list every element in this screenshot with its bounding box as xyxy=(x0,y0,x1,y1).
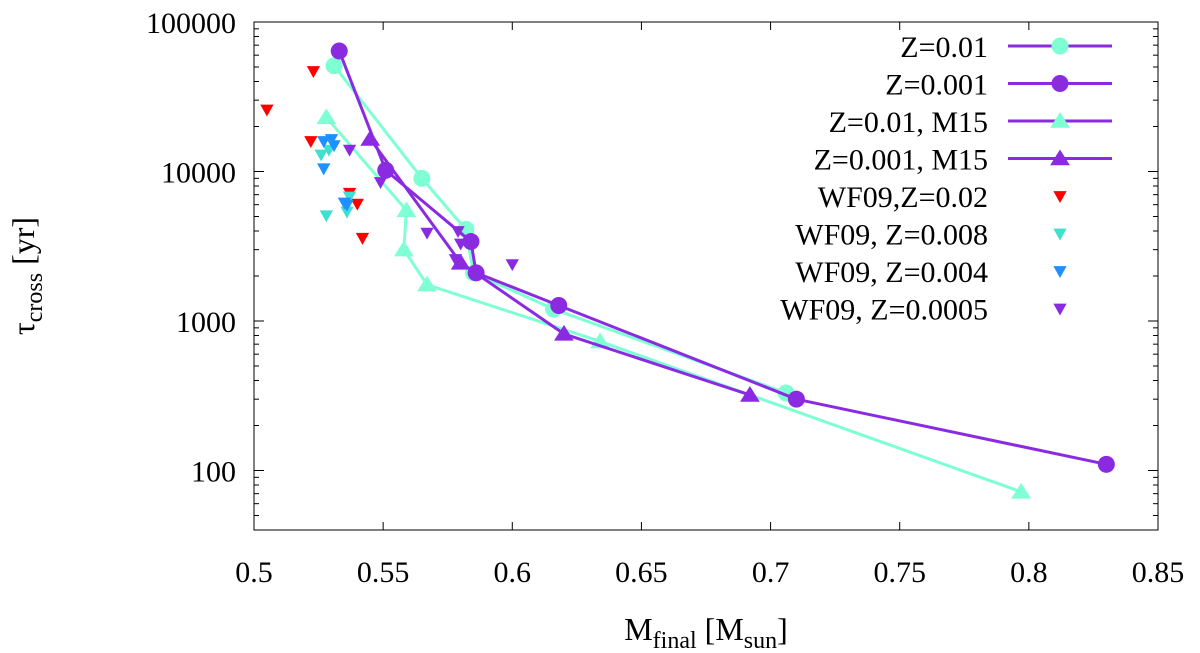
data-point xyxy=(450,253,471,270)
legend-marker xyxy=(1051,75,1069,92)
legend-entry: Z=0.01, M15 xyxy=(829,106,1112,139)
legend-label: Z=0.001, M15 xyxy=(814,144,988,177)
series-5 xyxy=(314,144,357,223)
legend-label: Z=0.001 xyxy=(885,69,988,102)
data-point xyxy=(1097,455,1115,473)
data-point xyxy=(505,259,519,272)
legend-entry: Z=0.01 xyxy=(900,31,1112,64)
plot-content xyxy=(260,42,1115,499)
x-axis-label-sub2: sun xyxy=(744,628,777,653)
axis-ticks: 0.5 0.55 0.6 0.65 0.7 0.75 0.8 0.85 100 1000 10000… xyxy=(146,7,1184,589)
data-point xyxy=(448,254,463,266)
y-tick-label: 10000 xyxy=(161,157,236,190)
series-0 xyxy=(325,57,795,402)
x-tick-label: 0.55 xyxy=(357,556,410,589)
data-point xyxy=(393,240,414,257)
series-1 xyxy=(330,42,1115,473)
y-tick-label: 1000 xyxy=(176,306,236,339)
plot-frame xyxy=(253,21,1159,531)
data-point xyxy=(554,324,574,341)
y-tick-label: 100000 xyxy=(146,7,236,40)
series-line xyxy=(325,116,1022,494)
y-axis-label-main: τ xyxy=(5,322,41,335)
data-point xyxy=(740,385,760,402)
x-tick-label: 0.6 xyxy=(494,556,532,589)
legend-marker xyxy=(1050,112,1070,128)
x-tick-label: 0.65 xyxy=(615,556,668,589)
data-point xyxy=(317,136,331,148)
data-point xyxy=(340,199,354,212)
data-point xyxy=(550,296,568,314)
data-point xyxy=(342,191,357,204)
data-point xyxy=(316,108,337,125)
x-tick-label: 0.8 xyxy=(1010,556,1048,589)
data-point xyxy=(306,66,321,79)
legend-entry: WF09, Z=0.008 xyxy=(795,219,1067,252)
data-point xyxy=(260,104,274,117)
legend-marker xyxy=(1053,228,1067,241)
data-point xyxy=(420,227,434,240)
legend-marker xyxy=(1051,37,1069,55)
series-4 xyxy=(260,66,370,245)
legend-label: WF09,Z=0.02 xyxy=(818,181,988,214)
data-point xyxy=(1011,482,1032,499)
data-point xyxy=(327,140,341,153)
legend: Z=0.01 Z=0.001 Z=0.01, M15 Z=0.001, M15 WF09… xyxy=(780,31,1112,327)
series-line xyxy=(332,64,787,395)
legend-label: WF09, Z=0.004 xyxy=(795,256,988,289)
legend-marker xyxy=(1053,191,1067,203)
data-point xyxy=(304,136,318,148)
x-axis-label-end: ] xyxy=(777,611,788,647)
x-tick-label: 0.7 xyxy=(752,556,790,589)
legend-marker xyxy=(1053,303,1067,316)
legend-entry: WF09, Z=0.0005 xyxy=(780,294,1067,327)
data-point xyxy=(462,233,480,251)
data-point xyxy=(360,129,381,146)
data-point xyxy=(317,163,331,176)
data-point xyxy=(451,226,465,238)
data-point xyxy=(417,275,437,292)
data-point xyxy=(355,232,370,245)
data-point xyxy=(340,206,354,219)
legend-marker xyxy=(1053,266,1067,278)
data-point xyxy=(413,169,431,187)
legend-entry: Z=0.001, M15 xyxy=(814,144,1112,177)
y-axis-label: τcross [yr] xyxy=(5,217,48,335)
x-tick-label: 0.75 xyxy=(873,556,926,589)
y-axis-label-post: [yr] xyxy=(5,217,41,273)
data-point xyxy=(453,238,468,251)
legend-entry: WF09, Z=0.004 xyxy=(795,256,1067,289)
series-line xyxy=(369,138,751,397)
legend-entry: Z=0.001 xyxy=(885,69,1112,102)
data-point xyxy=(314,149,328,162)
series-2 xyxy=(316,108,1032,499)
data-point xyxy=(373,177,388,190)
data-point xyxy=(324,134,339,146)
data-point xyxy=(787,390,805,408)
x-axis-label-sub: final xyxy=(653,628,697,653)
series-3 xyxy=(360,129,760,402)
data-point xyxy=(396,201,417,218)
x-axis-label-main: M xyxy=(624,611,652,647)
series-6 xyxy=(317,134,354,212)
legend-label: WF09, Z=0.0005 xyxy=(780,294,988,327)
data-point xyxy=(342,144,357,157)
legend-marker xyxy=(1050,149,1070,166)
y-axis-label-sub: cross xyxy=(22,273,48,322)
x-tick-label: 0.85 xyxy=(1132,556,1185,589)
x-axis-label: Mfinal [Msun] xyxy=(624,611,788,653)
data-point xyxy=(350,198,364,211)
x-tick-label: 0.5 xyxy=(235,556,273,589)
legend-label: Z=0.01 xyxy=(900,31,988,64)
x-axis-label-post: [M xyxy=(697,611,744,647)
data-point xyxy=(319,210,333,223)
data-point xyxy=(330,42,348,60)
legend-entry: WF09,Z=0.02 xyxy=(818,181,1067,214)
series-7 xyxy=(342,144,519,272)
y-tick-label: 100 xyxy=(191,456,236,489)
legend-label: WF09, Z=0.008 xyxy=(795,219,988,252)
data-point xyxy=(325,57,343,75)
legend-label: Z=0.01, M15 xyxy=(829,106,988,139)
